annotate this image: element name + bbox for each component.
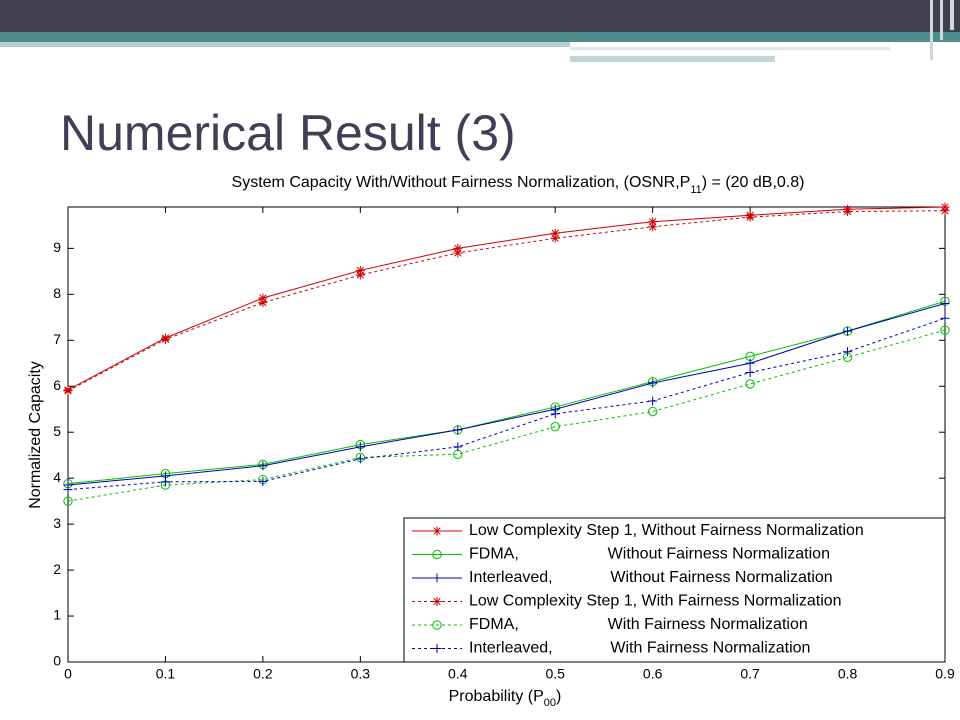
marker	[258, 298, 268, 308]
legend-label: Low Complexity Step 1, Without Fairness …	[469, 522, 864, 539]
x-tick-label: 0.4	[448, 666, 468, 682]
y-tick-label: 3	[53, 515, 61, 531]
x-tick-label: 0.2	[253, 666, 273, 682]
header-strip	[570, 47, 890, 50]
legend-marker	[432, 526, 442, 536]
header-strip	[0, 42, 570, 47]
marker	[940, 325, 950, 335]
marker	[453, 243, 463, 253]
series-line	[67, 303, 946, 486]
marker	[63, 496, 73, 506]
slide-title: Numerical Result (3)	[60, 105, 516, 161]
y-tick-label: 1	[53, 607, 61, 623]
series-line	[67, 317, 946, 491]
marker	[550, 421, 560, 432]
y-axis-label: Normalized Capacity	[27, 361, 44, 509]
legend-marker	[432, 620, 442, 630]
marker	[160, 334, 170, 344]
marker	[63, 386, 73, 396]
marker	[355, 442, 365, 452]
marker	[550, 228, 560, 238]
marker	[160, 477, 170, 487]
marker	[355, 270, 365, 280]
legend-marker	[432, 597, 442, 606]
y-tick-label: 0	[53, 653, 61, 669]
x-tick-label: 0.6	[643, 666, 663, 682]
legend-box	[403, 517, 946, 663]
legend-label: FDMA, Without Fairness Normalization	[469, 546, 830, 563]
marker	[648, 222, 658, 232]
x-tick-label: 0	[64, 666, 72, 682]
y-tick-label: 6	[53, 377, 61, 393]
x-tick-label: 0.8	[838, 666, 858, 682]
marker	[843, 207, 853, 217]
y-tick-label: 5	[53, 423, 61, 439]
marker	[745, 367, 755, 377]
legend-marker	[432, 644, 442, 653]
x-tick-label: 0.9	[935, 666, 955, 682]
legend: Low Complexity Step 1, Without Fairness …	[403, 517, 946, 663]
marker	[453, 442, 463, 452]
series-line	[67, 210, 946, 392]
legend-marker	[432, 549, 442, 560]
header-strip	[0, 32, 960, 42]
header-line	[940, 0, 943, 40]
series-line	[67, 329, 946, 502]
marker	[648, 217, 658, 227]
marker	[940, 206, 950, 216]
marker	[745, 212, 755, 222]
y-tick-label: 7	[53, 331, 61, 347]
chart-title: System Capacity With/Without Fairness No…	[232, 174, 805, 196]
y-tick-label: 8	[53, 285, 61, 301]
legend-label: Low Complexity Step 1, With Fairness Nor…	[469, 593, 842, 610]
marker	[843, 326, 853, 336]
marker	[63, 485, 73, 495]
header-line	[950, 0, 954, 30]
x-tick-label: 0.3	[351, 666, 371, 682]
marker	[355, 454, 365, 464]
marker	[940, 313, 950, 323]
marker	[648, 378, 658, 388]
header-bar	[0, 0, 960, 32]
marker	[745, 379, 755, 389]
marker	[258, 476, 268, 486]
y-tick-label: 9	[53, 239, 61, 255]
legend-label: Interleaved, With Fairness Normalization	[469, 640, 810, 657]
marker	[258, 461, 268, 471]
marker	[355, 265, 365, 275]
marker	[843, 347, 853, 357]
marker	[648, 396, 658, 406]
x-tick-label: 0.5	[545, 666, 565, 682]
marker	[258, 293, 268, 303]
series-line	[67, 206, 946, 391]
legend-marker	[432, 573, 442, 583]
marker	[453, 248, 463, 258]
marker	[550, 233, 560, 243]
y-tick-label: 4	[53, 469, 61, 485]
y-tick-label: 2	[53, 561, 61, 577]
legend-label: FDMA, With Fairness Normalization	[469, 616, 808, 633]
header-strip	[570, 56, 775, 62]
marker	[940, 299, 950, 309]
marker	[550, 409, 560, 419]
x-axis-label: Probability (P00)	[449, 688, 562, 709]
marker	[745, 358, 755, 368]
header-line	[930, 0, 933, 60]
legend-label: Interleaved, Without Fairness Normalizat…	[469, 569, 833, 586]
marker	[647, 406, 658, 417]
x-tick-label: 0.1	[156, 666, 176, 682]
x-tick-label: 0.7	[740, 666, 760, 682]
marker	[453, 425, 463, 435]
series-line	[67, 300, 946, 485]
